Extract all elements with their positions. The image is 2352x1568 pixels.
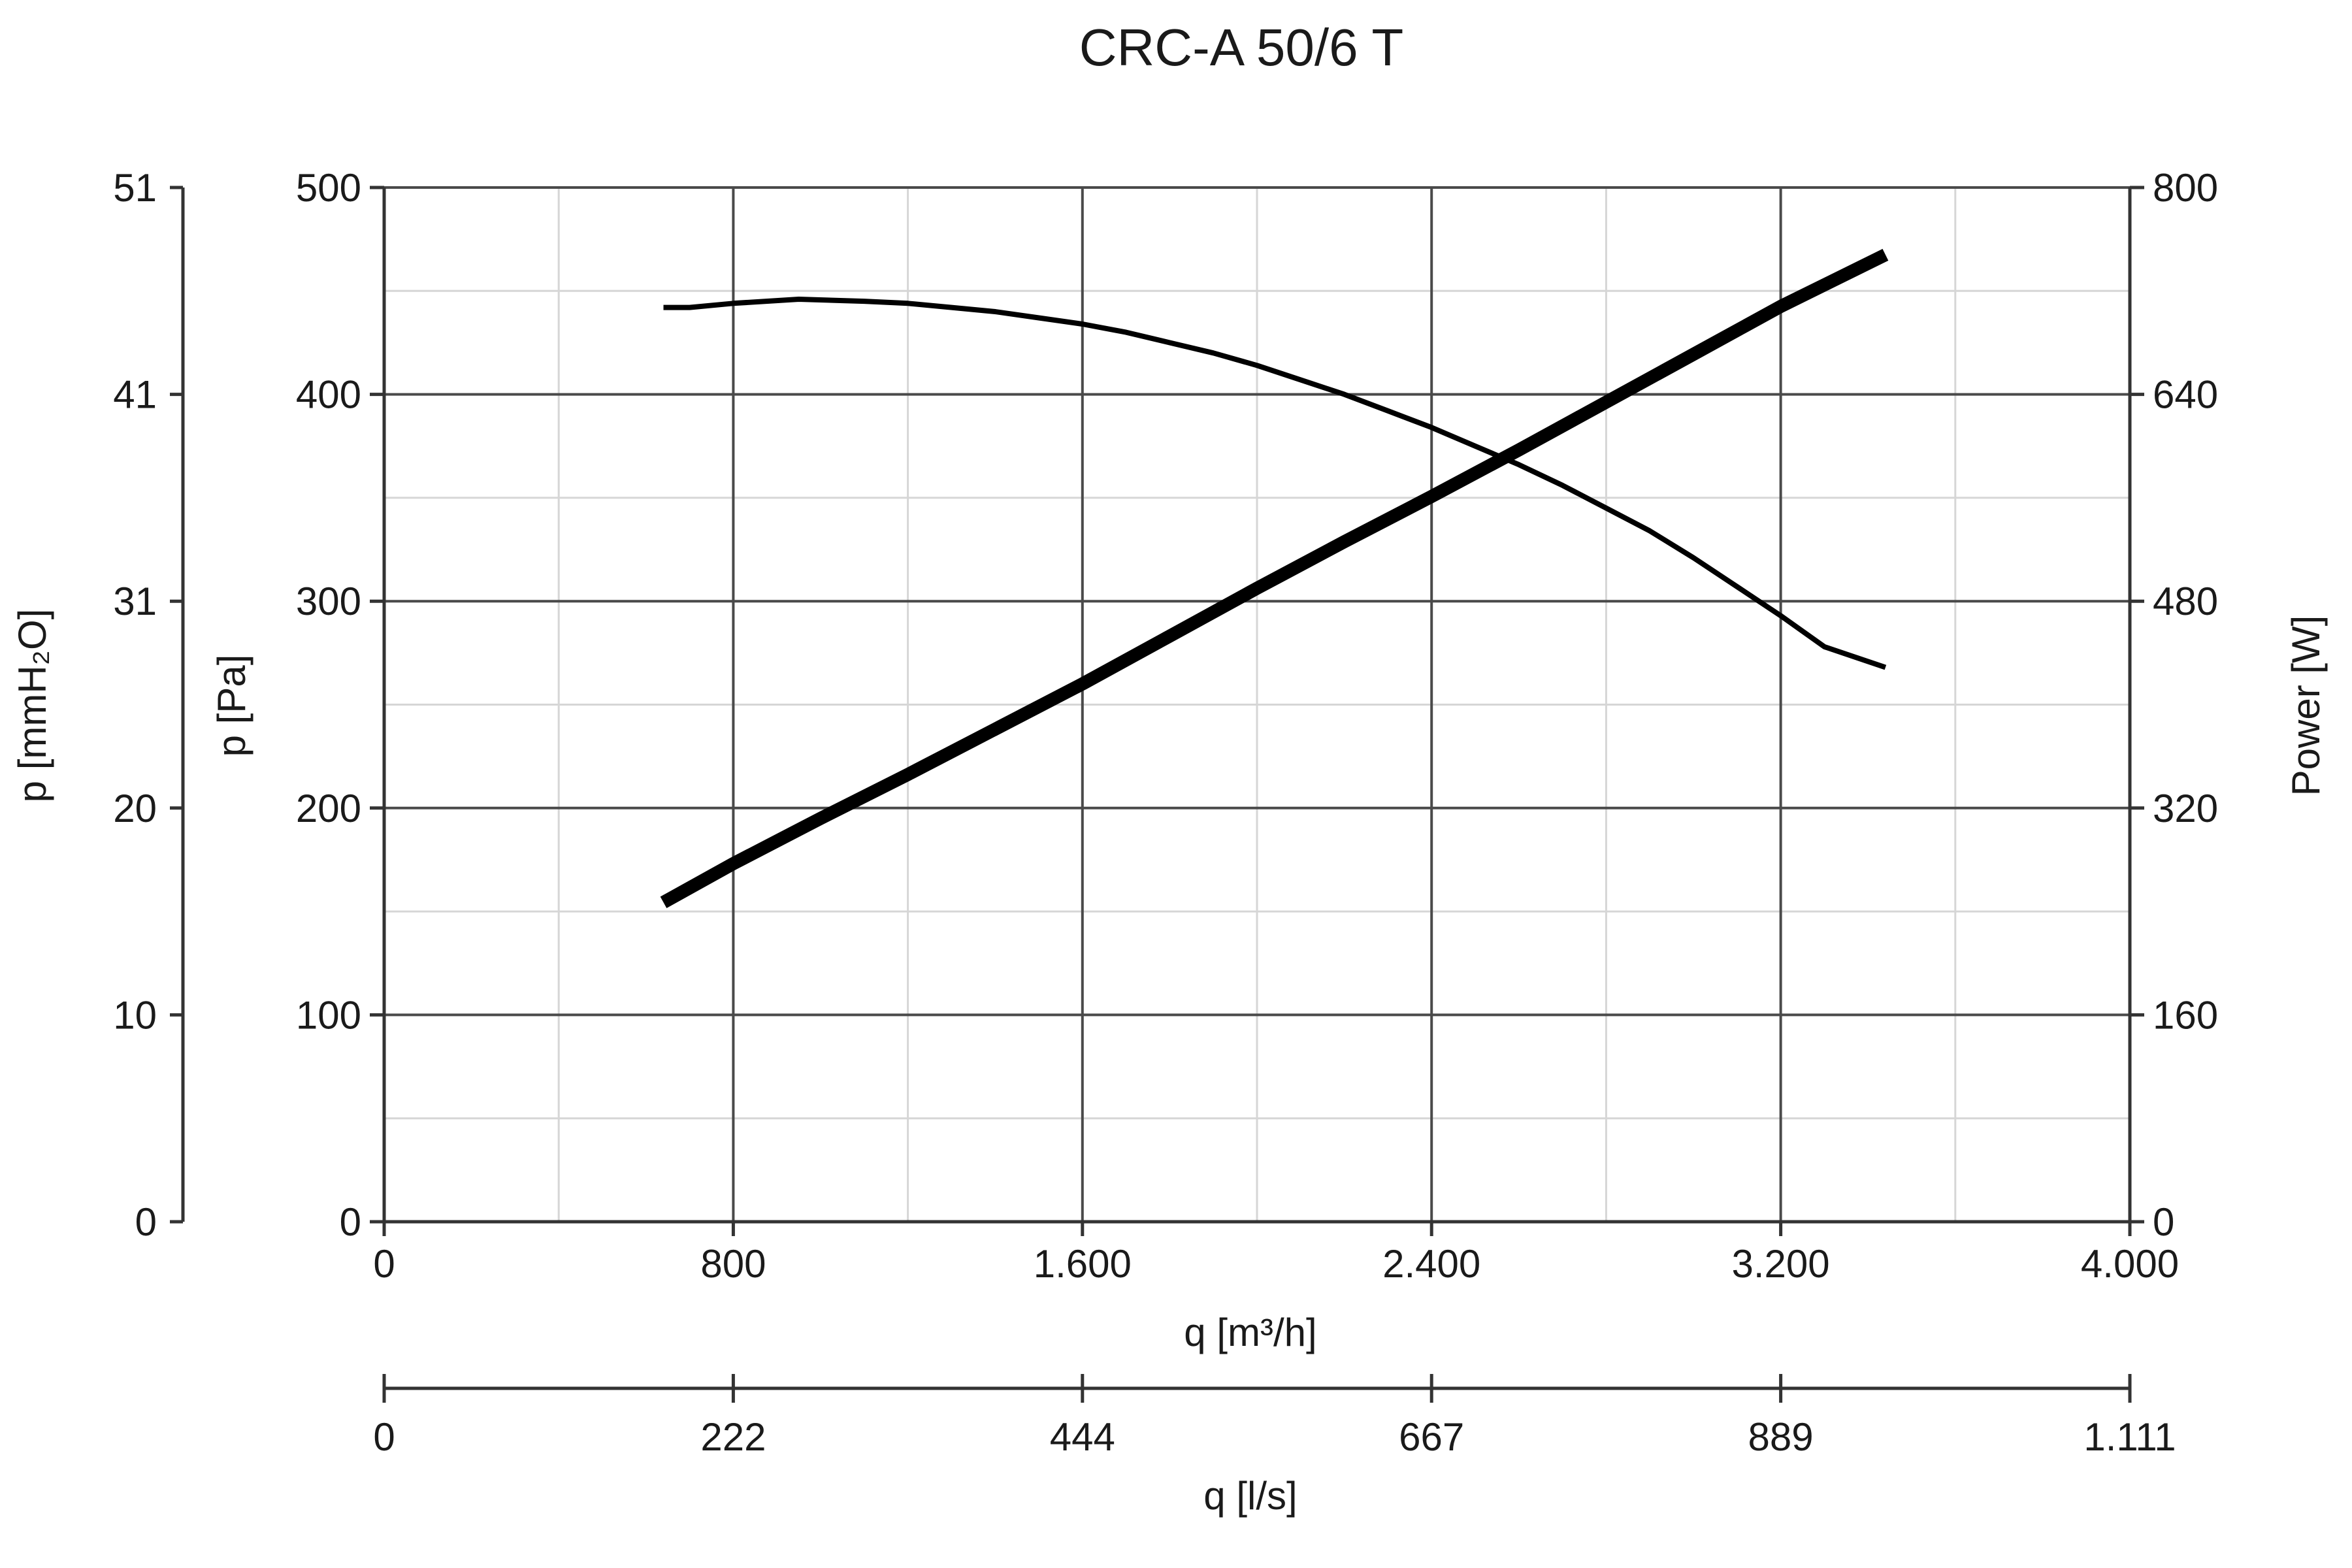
x2-axis-ticks: 0 222 444 667 889 1.111: [373, 1374, 2176, 1459]
y-tick-label: 400: [296, 373, 361, 417]
power-tick-label: 320: [2153, 787, 2218, 830]
x2-tick-label: 1.111: [2083, 1415, 2176, 1459]
y2-tick-label: 51: [113, 166, 157, 210]
x-tick-label: 2.400: [1382, 1242, 1480, 1286]
y2-tick-label: 31: [113, 580, 157, 623]
power-tick-label: 480: [2153, 580, 2218, 623]
x2-tick-label: 889: [1748, 1415, 1814, 1459]
y2-tick-label: 0: [135, 1200, 157, 1244]
x-axis-label: q [m³/h]: [1184, 1311, 1316, 1354]
x2-tick-label: 0: [373, 1415, 395, 1459]
y2-tick-label: 20: [113, 787, 157, 830]
power-curve-line: [660, 248, 1889, 908]
x2-axis-label: q [l/s]: [1203, 1474, 1297, 1518]
y2-axis-ticks: 0 10 20 31 41 51: [113, 166, 183, 1244]
power-axis-label: Power [W]: [2284, 615, 2328, 796]
power-axis-ticks: 0 160 320 480 640 800: [2130, 166, 2218, 1244]
x-tick-label: 1.600: [1034, 1242, 1132, 1286]
power-tick-label: 640: [2153, 373, 2218, 417]
y-tick-label: 200: [296, 787, 361, 830]
x-tick-label: 4.000: [2081, 1242, 2179, 1286]
x-axis-ticks: 0 800 1.600 2.400 3.200 4.000: [373, 1222, 2179, 1286]
y-tick-label: 300: [296, 580, 361, 623]
pressure-curve-line: [663, 297, 1887, 670]
power-tick-label: 160: [2153, 993, 2218, 1037]
y-tick-label: 500: [296, 166, 361, 210]
series-group: [660, 248, 1889, 908]
x-tick-label: 800: [700, 1242, 766, 1286]
x-tick-label: 0: [373, 1242, 395, 1286]
y2-axis-label: p [mmH₂O]: [10, 609, 54, 803]
y2-tick-label: 41: [113, 373, 157, 417]
x2-tick-label: 444: [1050, 1415, 1115, 1459]
x-tick-label: 3.200: [1732, 1242, 1830, 1286]
axes: [181, 188, 2132, 1390]
chart-title: CRC-A 50/6 T: [1079, 18, 1403, 76]
x2-tick-label: 222: [700, 1415, 766, 1459]
y-axis-ticks: 0 100 200 300 400 500: [296, 166, 384, 1244]
y2-tick-label: 10: [113, 993, 157, 1037]
x2-tick-label: 667: [1399, 1415, 1464, 1459]
minor-grid: [384, 188, 2130, 1222]
power-tick-label: 800: [2153, 166, 2218, 210]
y-tick-label: 100: [296, 993, 361, 1037]
y-axis-label: p [Pa]: [210, 655, 253, 757]
power-tick-label: 0: [2153, 1200, 2174, 1244]
y-tick-label: 0: [340, 1200, 361, 1244]
